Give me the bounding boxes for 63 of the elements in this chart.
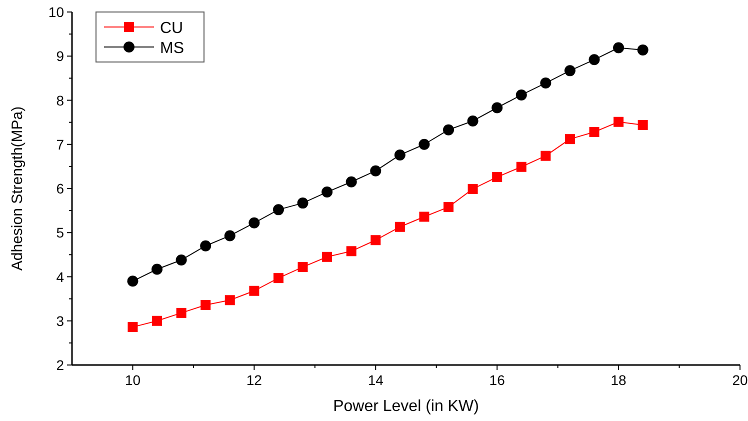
y-tick-label: 9 (56, 48, 64, 64)
point (443, 124, 454, 136)
point (516, 162, 526, 172)
y-tick-label: 7 (56, 136, 64, 152)
y-tick-label: 4 (56, 268, 64, 285)
point (272, 204, 284, 216)
point (419, 212, 430, 222)
point (638, 120, 648, 130)
point (370, 235, 381, 246)
point (322, 186, 333, 198)
point (492, 172, 502, 182)
point (176, 308, 186, 318)
y-tick-label: 10 (48, 4, 64, 20)
point (297, 198, 308, 209)
point (298, 262, 308, 272)
point (637, 44, 648, 56)
point (176, 254, 187, 266)
point (248, 217, 260, 228)
point (418, 138, 430, 150)
legend-label: CU (160, 20, 184, 37)
legend-label: MS (160, 40, 184, 57)
x-tick-label: 12 (246, 372, 262, 388)
point (152, 316, 162, 326)
point (516, 89, 527, 100)
point (540, 150, 551, 161)
point (613, 42, 624, 54)
point (492, 102, 503, 114)
point (273, 273, 284, 284)
point (127, 276, 138, 287)
point (394, 222, 405, 232)
point (224, 230, 236, 242)
y-tick-label: 8 (56, 92, 64, 108)
x-tick-label: 14 (368, 372, 384, 388)
point (370, 165, 382, 176)
point (249, 286, 260, 296)
point (200, 300, 211, 310)
point (588, 54, 600, 66)
point (614, 116, 624, 127)
point (467, 115, 478, 126)
y-tick-label: 5 (56, 224, 64, 241)
point (322, 252, 332, 262)
point (564, 134, 575, 144)
point (224, 295, 235, 306)
y-tick-label: 2 (56, 357, 64, 373)
x-tick-label: 20 (732, 372, 748, 388)
x-axis-title: Power Level (in KW) (333, 398, 479, 415)
point (346, 176, 357, 188)
point (152, 264, 163, 275)
point (468, 184, 478, 194)
point (564, 65, 576, 76)
point (589, 127, 600, 138)
x-tick-label: 10 (124, 372, 141, 388)
y-tick-label: 6 (56, 180, 64, 196)
point (128, 322, 138, 332)
x-tick-label: 16 (489, 372, 506, 388)
point (444, 202, 454, 212)
point (346, 246, 356, 256)
y-tick-label: 3 (56, 312, 64, 329)
point (540, 78, 552, 89)
x-tick-label: 18 (610, 372, 627, 388)
point (200, 240, 212, 252)
point (394, 149, 406, 160)
y-axis-title: Adhesion Strength(MPa) (9, 106, 26, 271)
